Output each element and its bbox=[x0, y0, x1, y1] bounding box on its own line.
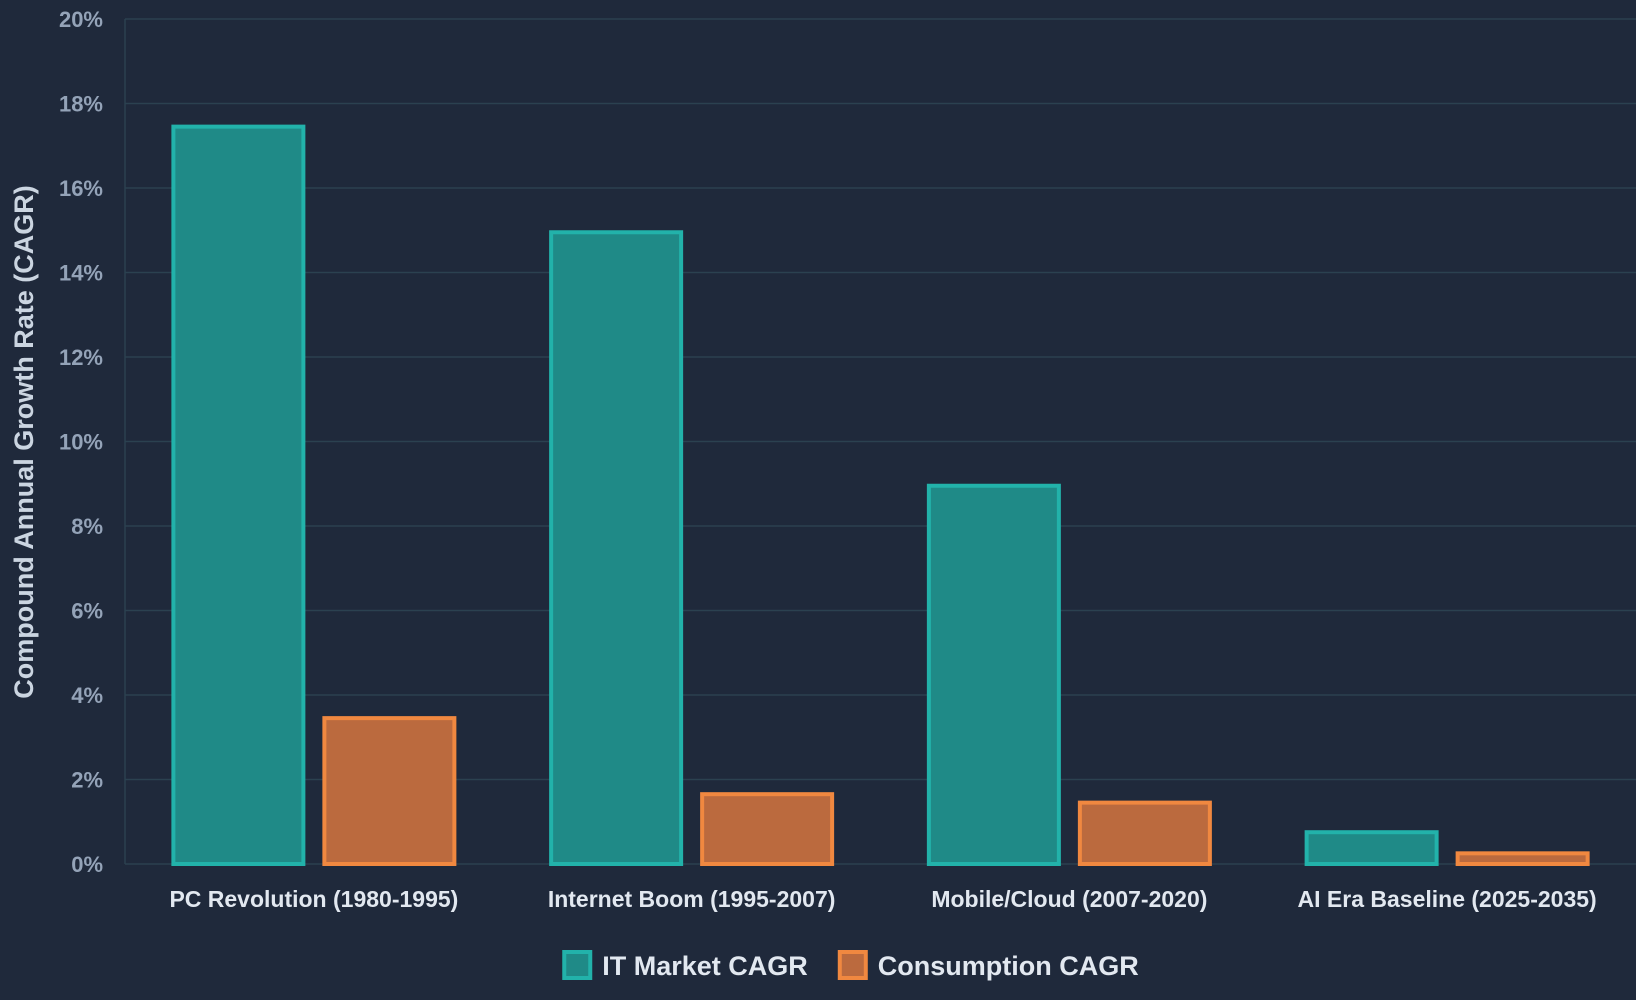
y-tick-label: 16% bbox=[59, 176, 103, 201]
y-tick-label: 12% bbox=[59, 345, 103, 370]
y-tick-label: 14% bbox=[59, 261, 103, 286]
y-tick-label: 0% bbox=[71, 852, 103, 877]
legend-label-it-market-cagr: IT Market CAGR bbox=[602, 951, 808, 981]
bar-consumption-cagr-3 bbox=[1455, 851, 1590, 867]
bar-it-market-cagr-3 bbox=[1304, 830, 1439, 867]
legend: IT Market CAGR Consumption CAGR bbox=[562, 950, 1139, 981]
bars-layer bbox=[171, 124, 1590, 867]
legend-label-consumption-cagr: Consumption CAGR bbox=[878, 951, 1139, 981]
y-tick-label: 20% bbox=[59, 7, 103, 32]
legend-swatch-it-market-cagr bbox=[562, 950, 593, 980]
bar-it-market-cagr-1 bbox=[549, 230, 684, 866]
x-category-label: Internet Boom (1995-2007) bbox=[548, 886, 836, 912]
y-tick-label: 10% bbox=[59, 430, 103, 455]
x-category-label: Mobile/Cloud (2007-2020) bbox=[931, 886, 1207, 912]
x-category-label: PC Revolution (1980-1995) bbox=[169, 886, 458, 912]
y-axis-title: Compound Annual Growth Rate (CAGR) bbox=[9, 185, 39, 698]
y-tick-label: 8% bbox=[71, 514, 103, 539]
y-tick-label: 4% bbox=[71, 683, 103, 708]
legend-swatch-consumption-cagr bbox=[837, 950, 868, 980]
bar-consumption-cagr-0 bbox=[322, 716, 457, 866]
y-tick-label: 18% bbox=[59, 92, 103, 117]
bar-consumption-cagr-2 bbox=[1077, 800, 1212, 866]
bar-consumption-cagr-1 bbox=[700, 792, 835, 866]
x-category-label: AI Era Baseline (2025-2035) bbox=[1298, 886, 1597, 912]
bar-it-market-cagr-2 bbox=[926, 483, 1061, 866]
y-axis-ticks: 0% 2% 4% 6% 8% 10% 12% 14% 16% 18% 20% bbox=[59, 7, 103, 877]
y-tick-label: 2% bbox=[71, 768, 103, 793]
y-tick-label: 6% bbox=[71, 599, 103, 624]
x-axis-category-labels: PC Revolution (1980-1995) Internet Boom (… bbox=[169, 886, 1596, 912]
bar-it-market-cagr-0 bbox=[171, 124, 306, 866]
